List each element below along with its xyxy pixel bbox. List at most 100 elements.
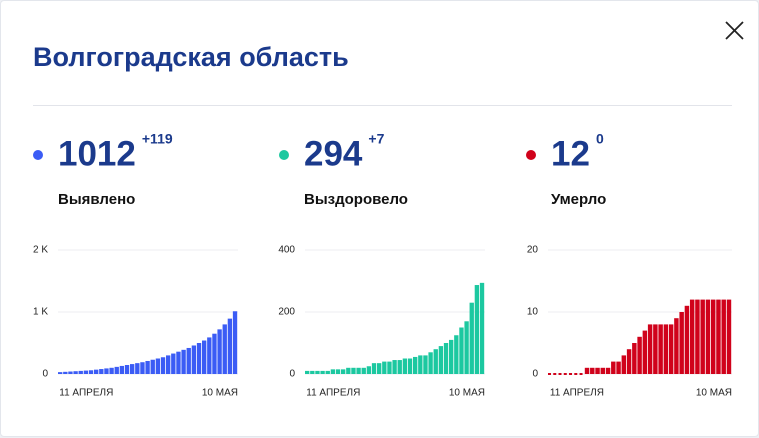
- y-tick-label: 0: [532, 369, 538, 380]
- bar: [626, 349, 632, 374]
- y-tick-label: 0: [42, 369, 48, 380]
- bar: [325, 370, 330, 374]
- bar: [726, 299, 732, 374]
- bar: [135, 363, 140, 374]
- total-value: 1012: [58, 134, 136, 173]
- y-tick-label: 10: [527, 307, 539, 318]
- bar: [653, 324, 658, 374]
- change-value: +7: [368, 131, 384, 147]
- bar: [595, 367, 600, 374]
- bar: [222, 324, 227, 374]
- bar: [335, 369, 341, 374]
- y-tick-label: 20: [527, 245, 539, 256]
- bar: [171, 353, 176, 374]
- bar: [663, 324, 669, 374]
- bar: [679, 312, 684, 374]
- bar: [632, 343, 637, 374]
- bar: [58, 372, 63, 374]
- bar: [642, 330, 648, 374]
- caption: Выздоровело: [304, 191, 408, 208]
- bar: [186, 347, 191, 374]
- close-icon[interactable]: [725, 21, 744, 40]
- x-tick-label: 10 МАЯ: [449, 388, 485, 399]
- bar: [464, 321, 469, 374]
- bar: [99, 369, 104, 374]
- bar: [689, 299, 695, 374]
- bar: [68, 371, 73, 374]
- bar: [160, 357, 166, 374]
- bar: [397, 360, 402, 374]
- bar: [330, 369, 336, 374]
- bar: [611, 361, 616, 374]
- bar: [114, 366, 119, 374]
- bar: [351, 367, 356, 374]
- y-tick-label: 2 K: [33, 245, 48, 256]
- bar: [621, 355, 627, 374]
- bar: [684, 305, 690, 374]
- bar: [459, 327, 464, 374]
- status-dot: [33, 150, 43, 160]
- bar: [695, 299, 700, 374]
- y-tick-label: 1 K: [33, 307, 48, 318]
- bar: [130, 364, 135, 374]
- close-button[interactable]: [725, 21, 744, 40]
- total-value: 294: [304, 134, 363, 173]
- bar: [217, 329, 222, 374]
- bar: [315, 370, 320, 374]
- bar: [207, 337, 212, 374]
- bar: [212, 333, 217, 374]
- bar: [176, 351, 181, 374]
- bar: [413, 356, 418, 374]
- bar: [443, 343, 449, 374]
- bar: [150, 359, 155, 374]
- bar: [88, 370, 94, 374]
- bar: [700, 299, 705, 374]
- bar: [428, 352, 433, 374]
- bar: [438, 346, 444, 374]
- bar: [474, 285, 480, 374]
- bar: [449, 339, 454, 374]
- bar: [94, 369, 99, 374]
- bar: [590, 367, 595, 374]
- change-value: 0: [596, 131, 604, 147]
- bar: [104, 368, 109, 374]
- bar: [109, 367, 114, 374]
- bar: [310, 370, 315, 374]
- bar: [232, 311, 238, 374]
- bar: [196, 343, 202, 374]
- bar: [705, 299, 711, 374]
- x-tick-label: 10 МАЯ: [202, 388, 238, 399]
- bar: [83, 370, 89, 374]
- bar: [356, 367, 361, 374]
- bar: [73, 371, 78, 374]
- bar: [119, 365, 125, 374]
- change-value: +119: [142, 131, 173, 147]
- bar: [346, 367, 351, 374]
- bar: [658, 324, 663, 374]
- bar: [155, 358, 161, 374]
- bar: [600, 367, 606, 374]
- y-tick-label: 0: [289, 369, 295, 380]
- bar: [407, 358, 413, 374]
- bar: [433, 349, 438, 374]
- x-tick-label: 11 АПРЕЛЯ: [59, 388, 113, 399]
- bar: [166, 355, 171, 374]
- caption: Выявлено: [58, 191, 135, 208]
- bar: [377, 363, 382, 374]
- status-dot: [279, 150, 289, 160]
- bar: [710, 299, 716, 374]
- bar: [605, 367, 611, 374]
- bar: [721, 299, 726, 374]
- bar: [402, 358, 408, 374]
- bar: [341, 369, 346, 374]
- caption: Умерло: [551, 191, 606, 208]
- bar: [668, 324, 674, 374]
- bar: [584, 367, 590, 374]
- bar: [305, 370, 310, 374]
- bar: [454, 335, 459, 374]
- x-tick-label: 11 АПРЕЛЯ: [306, 388, 360, 399]
- bar: [191, 345, 197, 374]
- bar: [124, 365, 130, 374]
